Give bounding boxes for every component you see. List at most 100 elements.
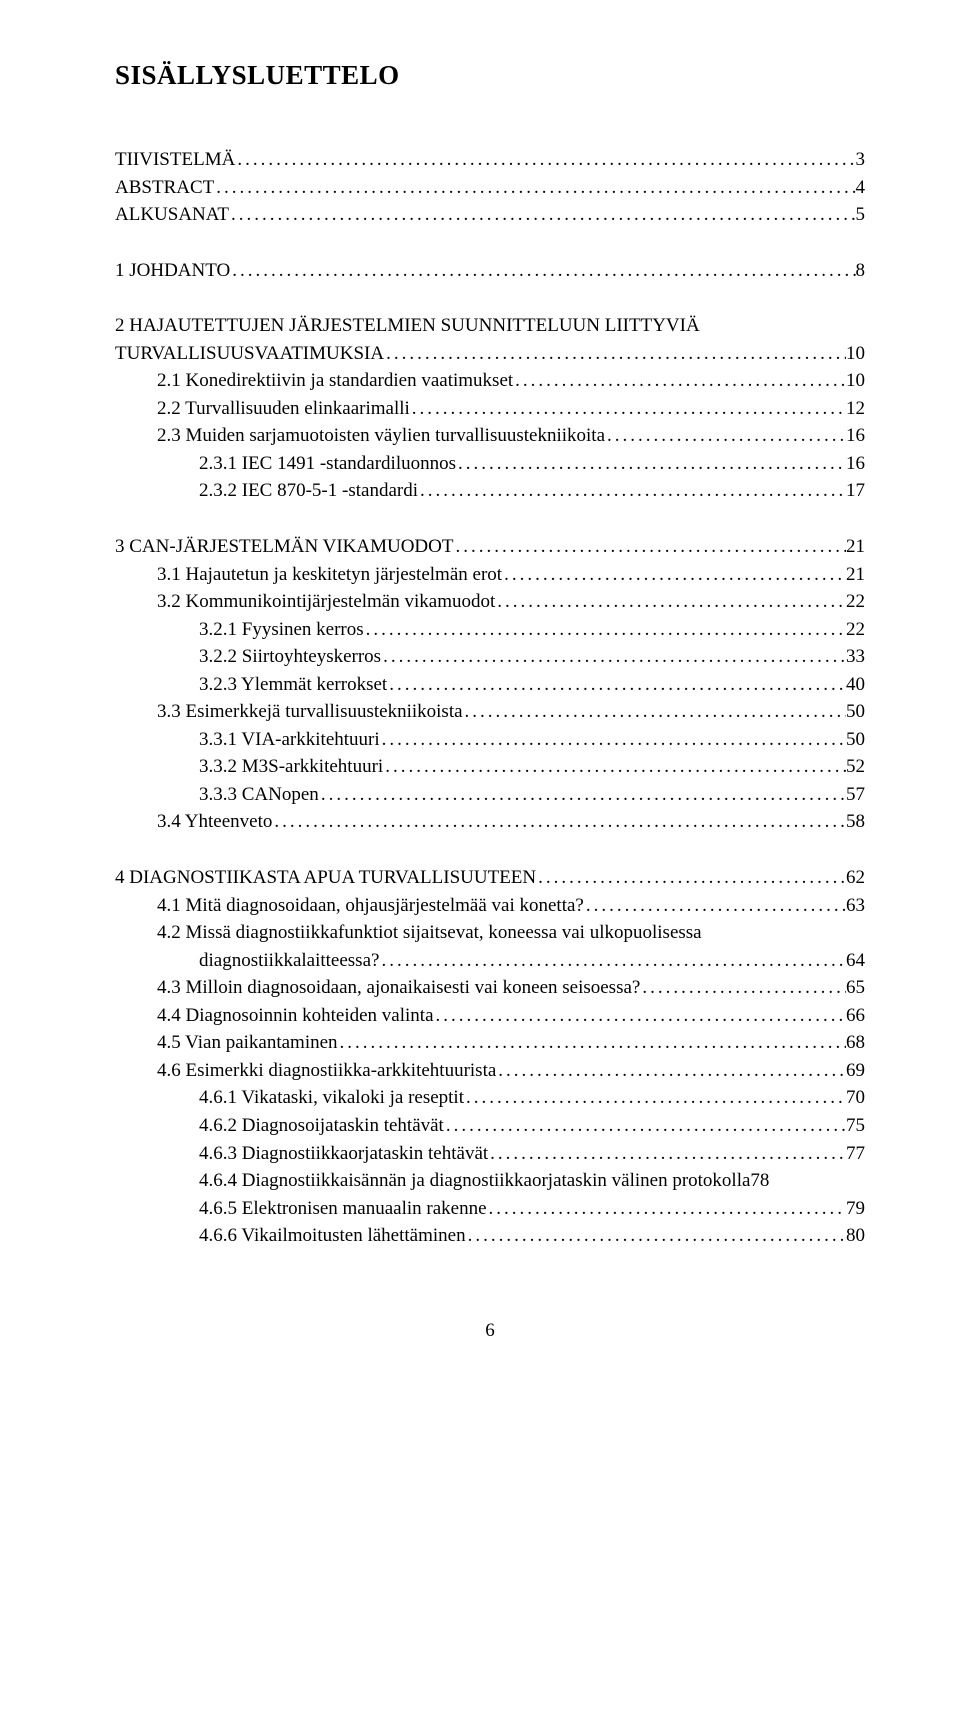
toc-leader-dots	[605, 422, 846, 450]
toc-leader-dots	[488, 1140, 846, 1168]
toc-entry-label: 3.4 Yhteenveto	[157, 808, 272, 836]
toc-entry-page: 58	[846, 808, 865, 836]
toc-entry-page: 70	[846, 1084, 865, 1112]
toc-leader-dots	[444, 1112, 846, 1140]
toc-entry-page: 65	[846, 974, 865, 1002]
toc-entry-label: TIIVISTELMÄ	[115, 146, 235, 174]
toc-entry: 3.1 Hajautetun ja keskitetyn järjestelmä…	[115, 561, 865, 589]
toc-leader-dots	[229, 201, 856, 229]
toc-leader-dots	[272, 808, 846, 836]
toc-entry-page: 57	[846, 781, 865, 809]
toc-spacer	[115, 505, 865, 533]
toc-entry-page: 75	[846, 1112, 865, 1140]
toc-entry-label: 4.6.2 Diagnosoijataskin tehtävät	[199, 1112, 444, 1140]
toc-leader-dots	[513, 367, 846, 395]
toc-entry-page: 16	[846, 450, 865, 478]
table-of-contents: TIIVISTELMÄ3ABSTRACT4ALKUSANAT51 JOHDANT…	[115, 146, 865, 1250]
toc-entry-page: 78	[750, 1167, 769, 1195]
toc-entry-page: 69	[846, 1057, 865, 1085]
toc-leader-dots	[502, 561, 846, 589]
toc-entry-label: 4.6.1 Vikataski, vikaloki ja reseptit	[199, 1084, 464, 1112]
toc-entry: 3.3.1 VIA-arkkitehtuuri 50	[115, 726, 865, 754]
toc-spacer	[115, 836, 865, 864]
toc-entry: 2 HAJAUTETTUJEN JÄRJESTELMIEN SUUNNITTEL…	[115, 312, 865, 340]
toc-entry-label: diagnostiikkalaitteessa?	[199, 947, 379, 975]
toc-entry: 3.3.2 M3S-arkkitehtuuri52	[115, 753, 865, 781]
toc-entry-label: 3.2 Kommunikointijärjestelmän vikamuodot	[157, 588, 495, 616]
toc-entry-label: ABSTRACT	[115, 174, 214, 202]
toc-entry-page: 66	[846, 1002, 865, 1030]
toc-entry: 3.3.3 CANopen57	[115, 781, 865, 809]
toc-entry-label: 4.1 Mitä diagnosoidaan, ohjausjärjestelm…	[157, 892, 584, 920]
toc-entry-page: 16	[846, 422, 865, 450]
toc-entry-label: 3 CAN-JÄRJESTELMÄN VIKAMUODOT	[115, 533, 453, 561]
toc-entry: 2.3 Muiden sarjamuotoisten väylien turva…	[115, 422, 865, 450]
toc-entry: 4.6.5 Elektronisen manuaalin rakenne79	[115, 1195, 865, 1223]
toc-leader-dots	[383, 753, 846, 781]
toc-leader-dots	[496, 1057, 846, 1085]
toc-leader-dots	[410, 395, 846, 423]
toc-entry-page: 62	[846, 864, 865, 892]
toc-leader-dots	[456, 450, 846, 478]
toc-entry: 4.6.6 Vikailmoitusten lähettäminen 80	[115, 1222, 865, 1250]
toc-leader-dots	[536, 864, 846, 892]
toc-entry-page: 8	[856, 257, 866, 285]
toc-entry: 4.2 Missä diagnostiikkafunktiot sijaitse…	[115, 919, 865, 947]
toc-entry-label: 3.2.3 Ylemmät kerrokset	[199, 671, 387, 699]
toc-entry-page: 21	[846, 533, 865, 561]
toc-entry-page: 12	[846, 395, 865, 423]
toc-entry: 4.3 Milloin diagnosoidaan, ajonaikaisest…	[115, 974, 865, 1002]
toc-entry-label: 4.6.3 Diagnostiikkaorjataskin tehtävät	[199, 1140, 488, 1168]
toc-entry: 3.2.1 Fyysinen kerros22	[115, 616, 865, 644]
toc-leader-dots	[463, 698, 846, 726]
toc-entry-label: 4.5 Vian paikantaminen	[157, 1029, 338, 1057]
toc-entry-label: 3.1 Hajautetun ja keskitetyn järjestelmä…	[157, 561, 502, 589]
toc-entry: 2.2 Turvallisuuden elinkaarimalli12	[115, 395, 865, 423]
toc-entry: 4.5 Vian paikantaminen 68	[115, 1029, 865, 1057]
toc-entry-page: 40	[846, 671, 865, 699]
toc-entry-page: 63	[846, 892, 865, 920]
toc-spacer	[115, 284, 865, 312]
toc-leader-dots	[384, 340, 846, 368]
toc-entry: 2.3.2 IEC 870-5-1 -standardi17	[115, 477, 865, 505]
toc-leader-dots	[214, 174, 855, 202]
toc-entry-page: 5	[856, 201, 866, 229]
toc-entry: 4 DIAGNOSTIIKASTA APUA TURVALLISUUTEEN62	[115, 864, 865, 892]
toc-entry-page: 21	[846, 561, 865, 589]
toc-leader-dots	[487, 1195, 846, 1223]
toc-entry-page: 4	[856, 174, 866, 202]
page-title: SISÄLLYSLUETTELO	[115, 60, 865, 91]
toc-entry-label: 2 HAJAUTETTUJEN JÄRJESTELMIEN SUUNNITTEL…	[115, 312, 700, 340]
toc-entry-label: 2.3.1 IEC 1491 -standardiluonnos	[199, 450, 456, 478]
toc-entry: 4.6.2 Diagnosoijataskin tehtävät 75	[115, 1112, 865, 1140]
toc-entry: 4.6.1 Vikataski, vikaloki ja reseptit 70	[115, 1084, 865, 1112]
toc-leader-dots	[640, 974, 846, 1002]
toc-entry-page: 50	[846, 698, 865, 726]
toc-entry-label: 2.1 Konedirektiivin ja standardien vaati…	[157, 367, 513, 395]
toc-entry-page: 50	[846, 726, 865, 754]
toc-entry: 3 CAN-JÄRJESTELMÄN VIKAMUODOT 21	[115, 533, 865, 561]
toc-entry: ABSTRACT 4	[115, 174, 865, 202]
toc-leader-dots	[453, 533, 846, 561]
toc-entry: 3.2.2 Siirtoyhteyskerros33	[115, 643, 865, 671]
toc-entry: 2.3.1 IEC 1491 -standardiluonnos 16	[115, 450, 865, 478]
toc-leader-dots	[466, 1222, 846, 1250]
page-number: 6	[115, 1320, 865, 1342]
toc-entry: diagnostiikkalaitteessa? 64	[115, 947, 865, 975]
toc-spacer	[115, 229, 865, 257]
toc-entry-page: 33	[846, 643, 865, 671]
toc-entry-label: 3.3.1 VIA-arkkitehtuuri	[199, 726, 380, 754]
toc-entry: TURVALLISUUSVAATIMUKSIA10	[115, 340, 865, 368]
toc-entry: 4.1 Mitä diagnosoidaan, ohjausjärjestelm…	[115, 892, 865, 920]
toc-entry-page: 68	[846, 1029, 865, 1057]
toc-entry-label: 3.3 Esimerkkejä turvallisuustekniikoista	[157, 698, 463, 726]
toc-leader-dots	[434, 1002, 846, 1030]
toc-entry-label: 1 JOHDANTO	[115, 257, 230, 285]
toc-entry-label: 3.2.1 Fyysinen kerros	[199, 616, 364, 644]
toc-entry: 3.4 Yhteenveto 58	[115, 808, 865, 836]
toc-entry-page: 64	[846, 947, 865, 975]
toc-entry-label: 4.6.6 Vikailmoitusten lähettäminen	[199, 1222, 466, 1250]
toc-entry-label: 4.4 Diagnosoinnin kohteiden valinta	[157, 1002, 434, 1030]
toc-entry-label: 4.3 Milloin diagnosoidaan, ajonaikaisest…	[157, 974, 640, 1002]
toc-entry-page: 80	[846, 1222, 865, 1250]
